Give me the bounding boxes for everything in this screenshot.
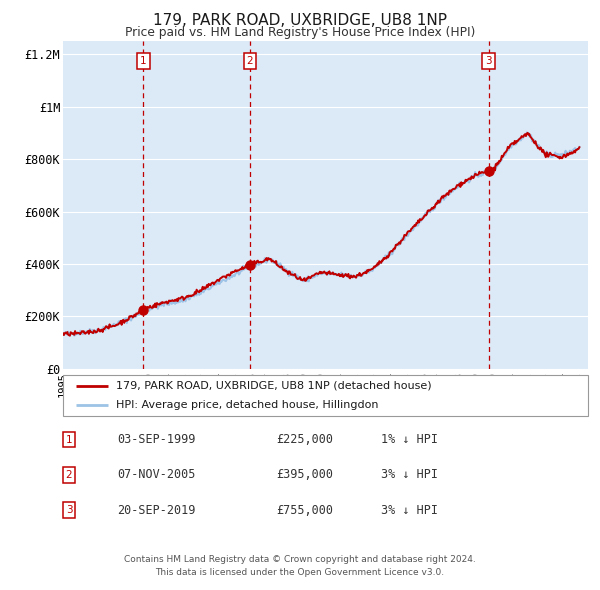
Text: 03-SEP-1999: 03-SEP-1999 [117,433,196,446]
Text: 1: 1 [65,435,73,444]
Text: HPI: Average price, detached house, Hillingdon: HPI: Average price, detached house, Hill… [115,400,378,410]
Text: 3: 3 [65,506,73,515]
Text: 1: 1 [140,56,146,66]
Text: 3: 3 [485,56,492,66]
Text: 1% ↓ HPI: 1% ↓ HPI [381,433,438,446]
Text: 179, PARK ROAD, UXBRIDGE, UB8 1NP (detached house): 179, PARK ROAD, UXBRIDGE, UB8 1NP (detac… [115,381,431,391]
Text: 3% ↓ HPI: 3% ↓ HPI [381,504,438,517]
Text: 2: 2 [65,470,73,480]
Text: Contains HM Land Registry data © Crown copyright and database right 2024.: Contains HM Land Registry data © Crown c… [124,555,476,564]
Text: £395,000: £395,000 [276,468,333,481]
Text: £225,000: £225,000 [276,433,333,446]
Text: This data is licensed under the Open Government Licence v3.0.: This data is licensed under the Open Gov… [155,568,445,577]
Text: 07-NOV-2005: 07-NOV-2005 [117,468,196,481]
Text: 2: 2 [247,56,253,66]
Text: 20-SEP-2019: 20-SEP-2019 [117,504,196,517]
Text: 179, PARK ROAD, UXBRIDGE, UB8 1NP: 179, PARK ROAD, UXBRIDGE, UB8 1NP [153,13,447,28]
Text: Price paid vs. HM Land Registry's House Price Index (HPI): Price paid vs. HM Land Registry's House … [125,26,475,39]
Text: £755,000: £755,000 [276,504,333,517]
Text: 3% ↓ HPI: 3% ↓ HPI [381,468,438,481]
